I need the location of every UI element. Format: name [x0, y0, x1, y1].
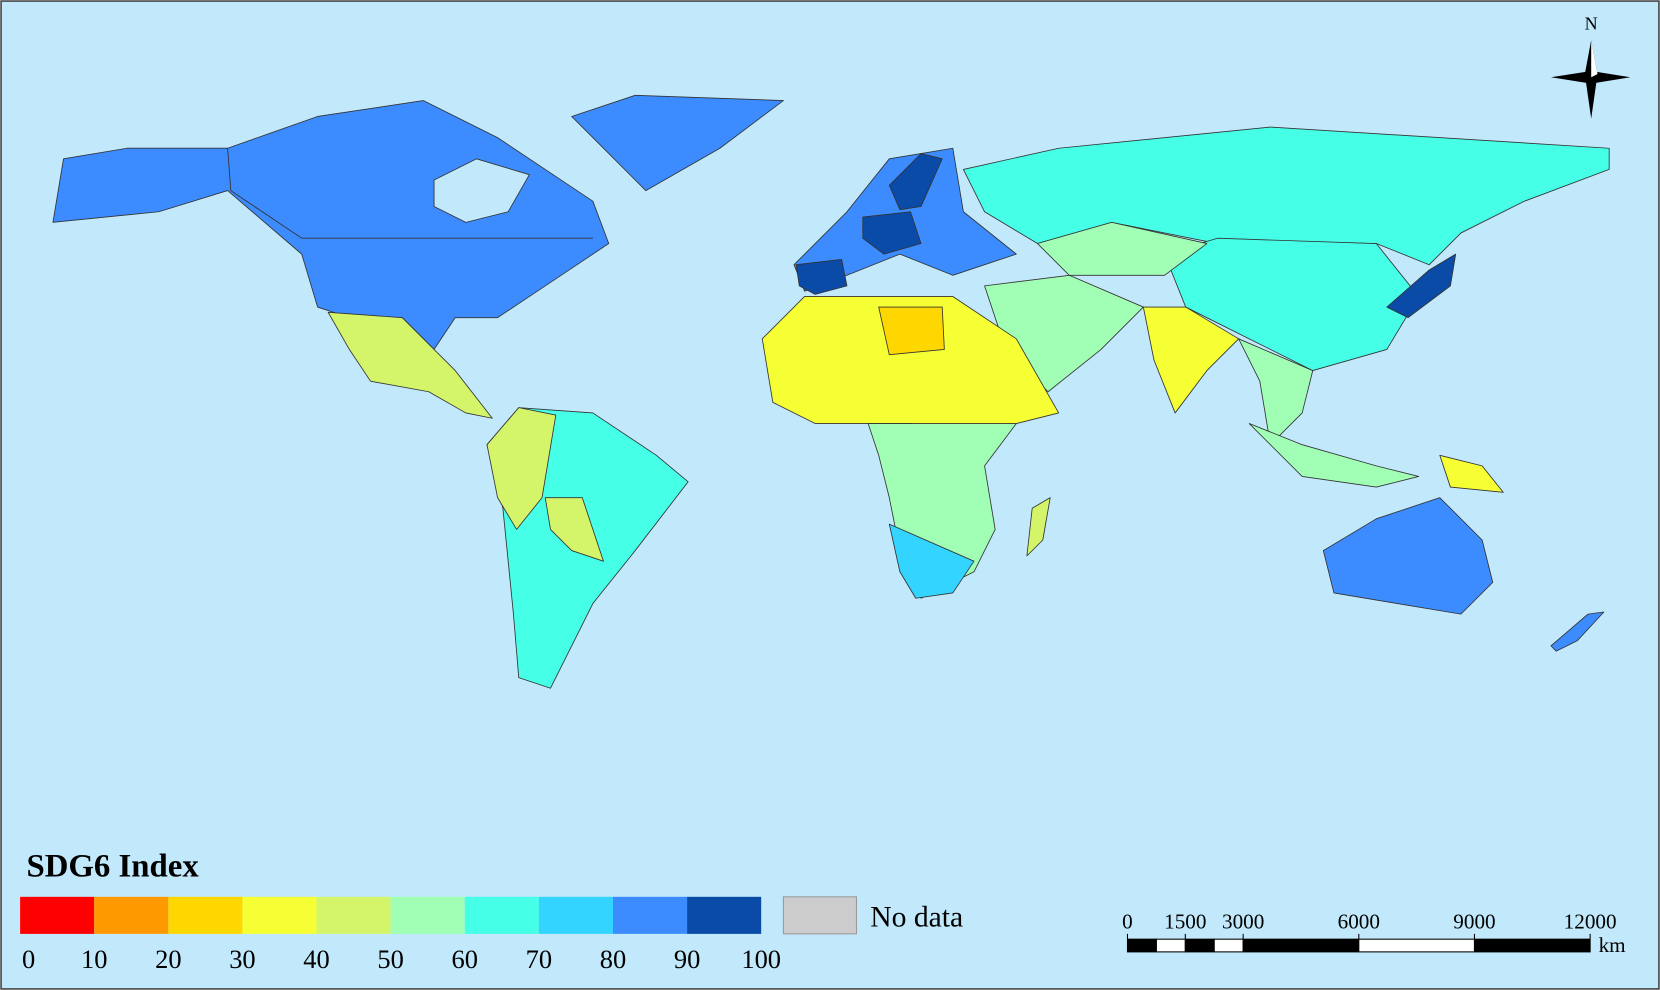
no-data-swatch [782, 896, 857, 935]
no-data-label: No data [870, 901, 963, 933]
legend-break-label: 0 [22, 944, 35, 974]
north-label: N [1585, 14, 1598, 34]
scale-segment [1213, 938, 1244, 953]
north-arrow-cross [1550, 70, 1631, 84]
new-zealand [1550, 611, 1605, 652]
scale-segment [1184, 938, 1215, 953]
scale-segment [1155, 938, 1186, 953]
legend-swatch [168, 896, 243, 934]
australia [1322, 497, 1494, 615]
north-arrow-highlight [1591, 40, 1598, 78]
scale-segment [1473, 938, 1591, 953]
scale-tick-label: 0 [1122, 910, 1133, 934]
legend-break-label: 10 [81, 944, 107, 974]
scale-tick-label: 1500 [1164, 910, 1206, 934]
legend-break-label: 20 [155, 944, 181, 974]
legend-swatch [94, 896, 169, 934]
legend-break-label: 90 [674, 944, 700, 974]
central-asia [1037, 221, 1208, 276]
legend-break-label: 40 [303, 944, 329, 974]
legend-swatch [612, 896, 688, 934]
legend-break-label: 70 [526, 944, 552, 974]
countries [52, 94, 1610, 689]
southern-africa [888, 523, 975, 599]
scale-segment [1126, 938, 1157, 953]
legend-break-label: 100 [741, 944, 781, 974]
andes [486, 407, 557, 530]
scale-tick-label: 12000 [1564, 910, 1617, 934]
papua [1439, 454, 1504, 493]
madagascar [1026, 497, 1051, 557]
china [1164, 237, 1420, 372]
scale-segment [1358, 938, 1475, 953]
legend-break-label: 50 [377, 944, 403, 974]
scale-unit: km [1599, 933, 1627, 957]
legend-break-label: 30 [229, 944, 255, 974]
indonesia [1248, 423, 1420, 488]
scandinavia [888, 153, 943, 211]
hudson-bay [433, 158, 530, 223]
legend-swatch [20, 896, 95, 934]
japan [1386, 253, 1457, 319]
mexico-central-america [327, 311, 493, 419]
legend-swatch [390, 896, 465, 934]
legend-swatch [687, 896, 762, 934]
legend-swatch [538, 896, 613, 934]
north-arrow: N [1550, 14, 1631, 119]
germany [862, 211, 922, 255]
libya [878, 306, 945, 356]
scale-tick-label: 6000 [1338, 910, 1380, 934]
southeast-asia [1238, 338, 1314, 446]
legend-swatch [464, 896, 539, 934]
legend-break-label: 60 [452, 944, 478, 974]
legend-break-label: 80 [600, 944, 626, 974]
iberia [795, 258, 848, 295]
scale-segment [1242, 938, 1360, 953]
legend-swatch [316, 896, 391, 934]
border [227, 148, 593, 239]
scale-tick-label: 3000 [1222, 910, 1264, 934]
india [1142, 306, 1240, 414]
legend: 0 10 20 30 40 50 60 70 80 90 100 No data [20, 896, 963, 974]
legend-title: SDG6 Index [26, 849, 199, 885]
scale-tick-label: 9000 [1453, 910, 1495, 934]
greenland [571, 94, 784, 192]
legend-swatch [242, 896, 317, 934]
paraguay-bolivia [544, 497, 604, 562]
